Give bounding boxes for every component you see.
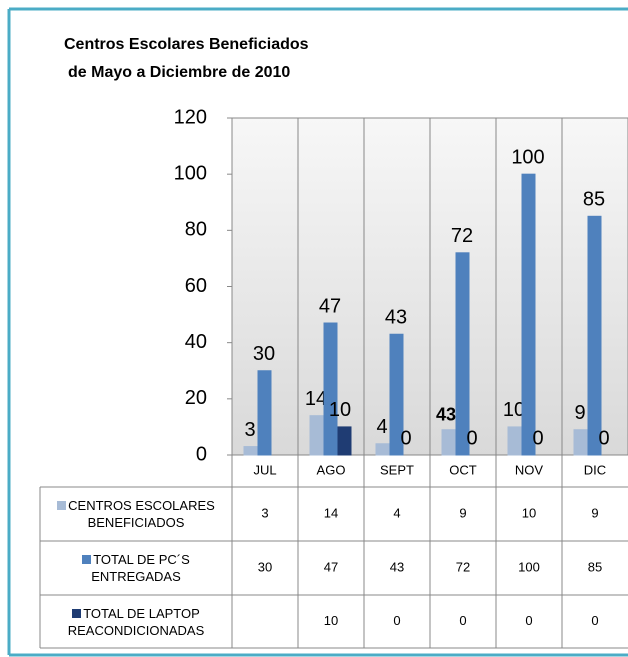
data-label: 0	[466, 427, 477, 449]
data-label: 30	[253, 343, 275, 365]
legend-entry: TOTAL DE LAPTOP REACONDICIONADAS	[40, 595, 232, 648]
data-label: 0	[598, 427, 609, 449]
bar	[257, 370, 272, 456]
table-cell: 10	[522, 505, 536, 520]
bar	[507, 426, 522, 456]
y-tick-label: 20	[185, 387, 207, 409]
data-label: 72	[451, 225, 473, 247]
x-tick-label: OCT	[449, 462, 477, 477]
bar	[573, 429, 588, 456]
table-cell: 85	[588, 559, 602, 574]
bar	[375, 443, 390, 456]
data-label: 4	[376, 416, 387, 438]
table-cell: 10	[324, 613, 338, 628]
y-tick-label: 80	[185, 219, 207, 241]
annotation: 43	[436, 404, 456, 424]
data-label: 85	[583, 189, 605, 211]
chart-title: de Mayo a Diciembre de 2010	[68, 64, 290, 81]
legend-entry: CENTROS ESCOLARES BENEFICIADOS	[40, 487, 232, 541]
table-cell: 14	[324, 505, 338, 520]
data-label: 43	[385, 307, 407, 329]
data-label: 3	[244, 419, 255, 441]
bar	[587, 215, 602, 456]
data-label: 100	[511, 146, 544, 168]
legend-label: TOTAL DE LAPTOP REACONDICIONADAS	[67, 605, 205, 638]
data-label: 10	[329, 399, 351, 421]
x-tick-label: SEPT	[380, 462, 414, 477]
table-cell: 47	[324, 559, 338, 574]
bar	[389, 333, 404, 456]
data-label: 9	[574, 402, 585, 424]
table-cell: 4	[393, 505, 400, 520]
bar	[309, 415, 324, 456]
table-cell: 0	[393, 613, 400, 628]
data-label: 47	[319, 295, 341, 317]
x-tick-label: NOV	[515, 462, 544, 477]
data-label: 10	[503, 399, 525, 421]
x-tick-label: AGO	[317, 462, 346, 477]
legend-swatch	[82, 555, 92, 564]
y-tick-label: 0	[196, 443, 207, 465]
table-cell: 3	[261, 505, 268, 520]
bar	[521, 173, 536, 456]
data-label: 0	[400, 427, 411, 449]
table-cell: 9	[459, 505, 466, 520]
y-tick-label: 60	[185, 275, 207, 297]
table-cell: 72	[456, 559, 470, 574]
table-cell: 0	[591, 613, 598, 628]
legend-label: CENTROS ESCOLARES BENEFICIADOS	[68, 498, 215, 530]
table-cell: 100	[518, 559, 540, 574]
legend-swatch	[72, 608, 82, 618]
table-cell: 30	[258, 559, 272, 574]
bar	[337, 426, 352, 456]
y-tick-label: 40	[185, 331, 207, 353]
bar	[455, 252, 470, 456]
bar	[323, 322, 338, 456]
data-label: 14	[305, 388, 327, 410]
legend-swatch	[57, 501, 67, 510]
legend-label: TOTAL DE PC´S ENTREGADAS	[91, 552, 190, 584]
bar	[441, 429, 456, 456]
data-label: 0	[532, 427, 543, 449]
table-cell: 0	[525, 613, 532, 628]
table-cell: 0	[459, 613, 466, 628]
legend-entry: TOTAL DE PC´S ENTREGADAS	[40, 541, 232, 595]
x-tick-label: DIC	[584, 462, 606, 477]
x-tick-label: JUL	[253, 462, 276, 477]
bar	[243, 446, 258, 456]
table-cell: 9	[591, 505, 598, 520]
y-tick-label: 120	[174, 106, 207, 128]
table-cell: 43	[390, 559, 404, 574]
chart-title: Centros Escolares Beneficiados	[64, 36, 309, 53]
y-tick-label: 100	[174, 162, 207, 184]
